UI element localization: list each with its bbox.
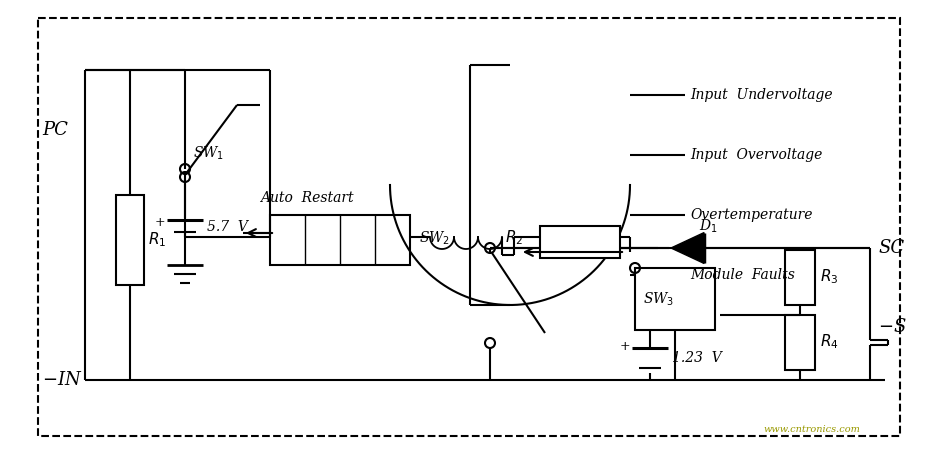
Text: SW$_2$: SW$_2$ [419,229,450,247]
Bar [785,315,815,370]
Text: SW$_1$: SW$_1$ [193,144,224,162]
Text: 5.7  V: 5.7 V [207,220,248,234]
Polygon shape [671,232,704,263]
Text: www.cntronics.com: www.cntronics.com [763,425,860,434]
Text: Overtemperature: Overtemperature [690,208,812,222]
Bar [116,195,144,285]
Text: $R_2$: $R_2$ [505,229,523,247]
Text: $R_1$: $R_1$ [148,231,167,249]
Bar [270,215,410,265]
Text: $-$IN: $-$IN [42,371,82,389]
Text: SW$_3$: SW$_3$ [643,290,674,308]
Text: $-$S: $-$S [878,318,907,336]
Text: D$_1$: D$_1$ [699,217,718,235]
Text: 1.23  V: 1.23 V [672,351,721,365]
Text: SC: SC [878,239,904,257]
Text: +: + [620,340,631,352]
Text: +: + [155,216,166,228]
Bar [785,250,815,305]
Text: PC: PC [42,121,68,139]
Text: Auto  Restart: Auto Restart [260,191,354,205]
Text: Input  Undervoltage: Input Undervoltage [690,88,832,102]
Bar [540,226,620,258]
Text: Module  Faults: Module Faults [690,268,795,282]
Bar [635,268,715,330]
Text: $R_4$: $R_4$ [820,333,839,351]
Text: $R_3$: $R_3$ [820,268,838,286]
Text: Input  Overvoltage: Input Overvoltage [690,148,822,162]
